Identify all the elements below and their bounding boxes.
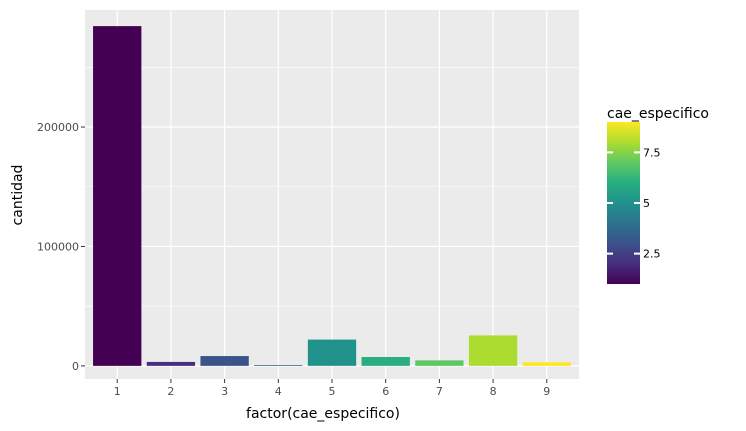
bar-5: [307, 339, 357, 366]
x-tick-label: 2: [167, 385, 174, 398]
legend: cae_especifico 2.5 5 7.5: [607, 106, 709, 284]
bar-7: [415, 360, 464, 366]
x-tick-label: 9: [543, 385, 550, 398]
grid-lines: [85, 10, 579, 379]
x-tick-label: 8: [490, 385, 497, 398]
y-tick-label: 100000: [37, 240, 79, 253]
bar-1: [93, 26, 142, 366]
y-axis-title: cantidad: [10, 165, 26, 226]
legend-title: cae_especifico: [607, 106, 709, 122]
bar-2: [146, 361, 196, 366]
x-tick-label: 7: [436, 385, 443, 398]
bar-6: [361, 357, 410, 366]
bar-9: [522, 362, 571, 366]
legend-ticks: 2.5 5 7.5: [607, 146, 661, 261]
bar-3: [200, 356, 249, 366]
x-tick-label: 5: [329, 385, 336, 398]
legend-tick-label: 7.5: [643, 146, 661, 159]
x-axis-title: factor(cae_especifico): [246, 406, 400, 422]
bar-4: [254, 365, 303, 366]
x-tick-label: 1: [114, 385, 121, 398]
y-tick-label: 0: [72, 360, 79, 373]
x-axis-ticks: 1 2 3 4 5 6 7 8 9: [114, 379, 550, 398]
bar-8: [468, 335, 518, 366]
legend-tick-label: 5: [643, 197, 650, 210]
bars: [93, 26, 571, 366]
y-axis-ticks: 0 100000 200000: [37, 121, 85, 373]
x-tick-label: 6: [382, 385, 389, 398]
legend-tick-label: 2.5: [643, 248, 661, 261]
y-tick-label: 200000: [37, 121, 79, 134]
x-tick-label: 3: [221, 385, 228, 398]
x-tick-label: 4: [275, 385, 282, 398]
